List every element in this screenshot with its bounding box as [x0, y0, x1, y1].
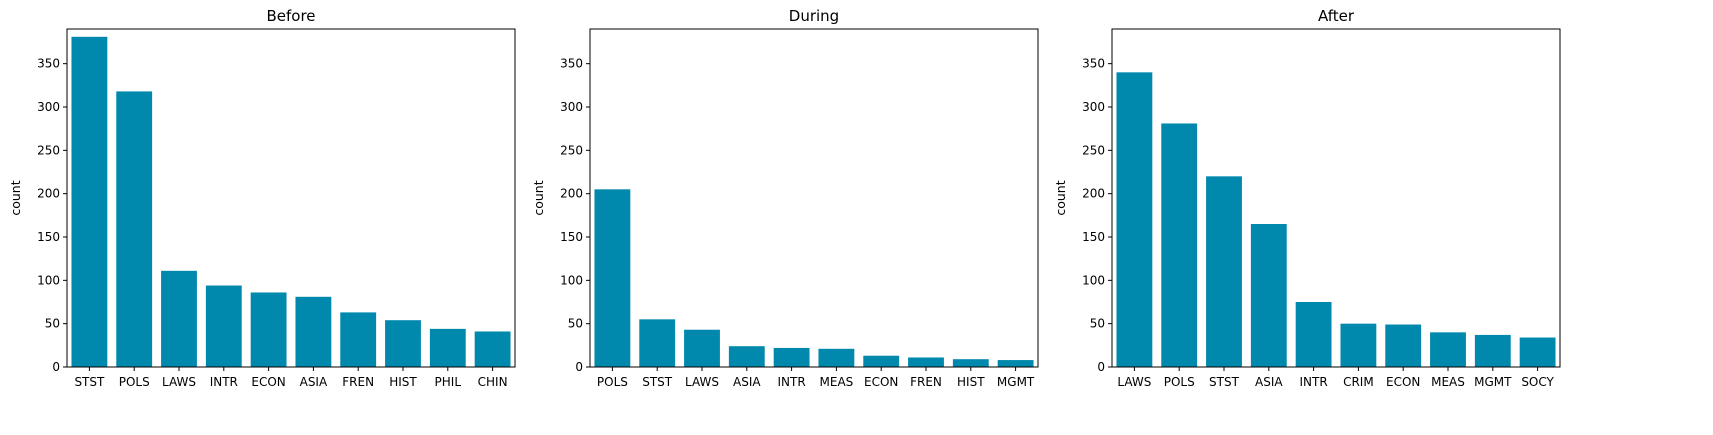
bar-socy: [1519, 337, 1556, 367]
bar-meas: [818, 348, 855, 367]
y-tick-label: 0: [52, 360, 60, 374]
y-tick-label: 300: [1082, 100, 1105, 114]
x-tick-label: POLS: [597, 375, 628, 389]
x-tick-label: POLS: [1164, 375, 1195, 389]
bar-stst: [639, 319, 676, 367]
y-tick-label: 50: [45, 317, 60, 331]
bar-asia: [728, 346, 765, 367]
bar-mgmt: [1474, 334, 1511, 367]
bar-chin: [474, 331, 511, 367]
y-axis-label: count: [531, 180, 546, 215]
bar-pols: [594, 189, 631, 367]
y-tick-label: 0: [575, 360, 583, 374]
y-tick-label: 350: [560, 57, 583, 71]
x-tick-label: ASIA: [1255, 375, 1283, 389]
x-tick-label: LAWS: [1117, 375, 1151, 389]
y-tick-label: 150: [560, 230, 583, 244]
bar-intr: [205, 285, 242, 367]
plot-frame: [1111, 28, 1561, 368]
x-tick-label: FREN: [910, 375, 942, 389]
x-tick-label: INTR: [210, 375, 238, 389]
bar-stst: [71, 36, 108, 368]
x-tick-label: ECON: [1386, 375, 1420, 389]
x-tick-label: POLS: [119, 375, 150, 389]
x-tick-label: STST: [1209, 375, 1240, 389]
x-tick-label: MEAS: [1431, 375, 1465, 389]
x-tick-label: HIST: [389, 375, 417, 389]
x-tick-label: CRIM: [1343, 375, 1374, 389]
y-tick-label: 250: [560, 143, 583, 157]
bar-pols: [1161, 123, 1198, 367]
x-tick-label: MGMT: [997, 375, 1035, 389]
y-tick-label: 300: [560, 100, 583, 114]
bar-intr: [1295, 302, 1332, 367]
y-tick-label: 250: [1082, 143, 1105, 157]
y-tick-label: 150: [37, 230, 60, 244]
plot-frame: [589, 28, 1039, 368]
y-tick-label: 300: [37, 100, 60, 114]
x-tick-label: CHIN: [478, 375, 508, 389]
y-tick-label: 50: [1090, 317, 1105, 331]
y-tick-label: 350: [37, 57, 60, 71]
y-axis-label: count: [1053, 180, 1068, 215]
x-tick-label: STST: [642, 375, 673, 389]
bar-fren: [340, 312, 377, 367]
y-axis-label: count: [8, 180, 23, 215]
bar-econ: [863, 355, 900, 367]
y-tick-label: 200: [37, 187, 60, 201]
bar-asia: [295, 296, 332, 367]
x-tick-label: ASIA: [733, 375, 761, 389]
y-tick-label: 350: [1082, 57, 1105, 71]
bar-laws: [161, 270, 197, 367]
bar-laws: [684, 329, 720, 367]
x-tick-label: HIST: [957, 375, 985, 389]
chart-panel-1: 0 50 100 150 200 250 300 350 STST POLS LAWS INTR ECO…: [8, 7, 516, 389]
x-tick-label: FREN: [342, 375, 374, 389]
chart-title: Before: [266, 7, 315, 25]
bar-hist: [952, 359, 989, 367]
y-tick-label: 200: [560, 187, 583, 201]
y-tick-label: 0: [1097, 360, 1105, 374]
y-tick-label: 100: [560, 273, 583, 287]
bar-laws: [1116, 72, 1153, 367]
x-tick-label: ECON: [251, 375, 285, 389]
x-tick-label: STST: [74, 375, 105, 389]
bar-econ: [1385, 324, 1422, 367]
chart-panel-3: 0 50 100 150 200 250 300 350 LAWS POLS STST ASIA INT…: [1053, 7, 1561, 389]
x-tick-label: LAWS: [162, 375, 196, 389]
bar-stst: [1206, 176, 1242, 367]
x-tick-label: LAWS: [685, 375, 719, 389]
y-tick-label: 100: [37, 273, 60, 287]
chart-panel-2: 0 50 100 150 200 250 300 350 POLS STST LAWS ASIA INT…: [531, 7, 1039, 389]
x-tick-label: MGMT: [1474, 375, 1512, 389]
x-tick-label: ASIA: [300, 375, 328, 389]
x-tick-label: SOCY: [1521, 375, 1554, 389]
y-tick-label: 250: [37, 143, 60, 157]
x-tick-label: PHIL: [435, 375, 462, 389]
bar-crim: [1340, 323, 1377, 367]
y-tick-label: 50: [568, 317, 583, 331]
x-tick-label: ECON: [864, 375, 898, 389]
chart-title: After: [1318, 7, 1355, 25]
x-tick-label: INTR: [1300, 375, 1328, 389]
bar-econ: [250, 292, 287, 367]
bar-mgmt: [997, 360, 1034, 367]
bar-pols: [116, 91, 153, 368]
chart-title: During: [789, 7, 839, 25]
x-tick-label: MEAS: [820, 375, 854, 389]
bar-intr: [773, 347, 810, 367]
bar-phil: [429, 328, 466, 367]
bar-meas: [1430, 332, 1466, 367]
y-tick-label: 100: [1082, 273, 1105, 287]
bar-asia: [1250, 224, 1287, 367]
y-tick-label: 200: [1082, 187, 1105, 201]
plot-frame: [66, 28, 516, 368]
bar-fren: [908, 357, 944, 367]
y-tick-label: 150: [1082, 230, 1105, 244]
bar-hist: [385, 320, 421, 367]
x-tick-label: INTR: [778, 375, 806, 389]
